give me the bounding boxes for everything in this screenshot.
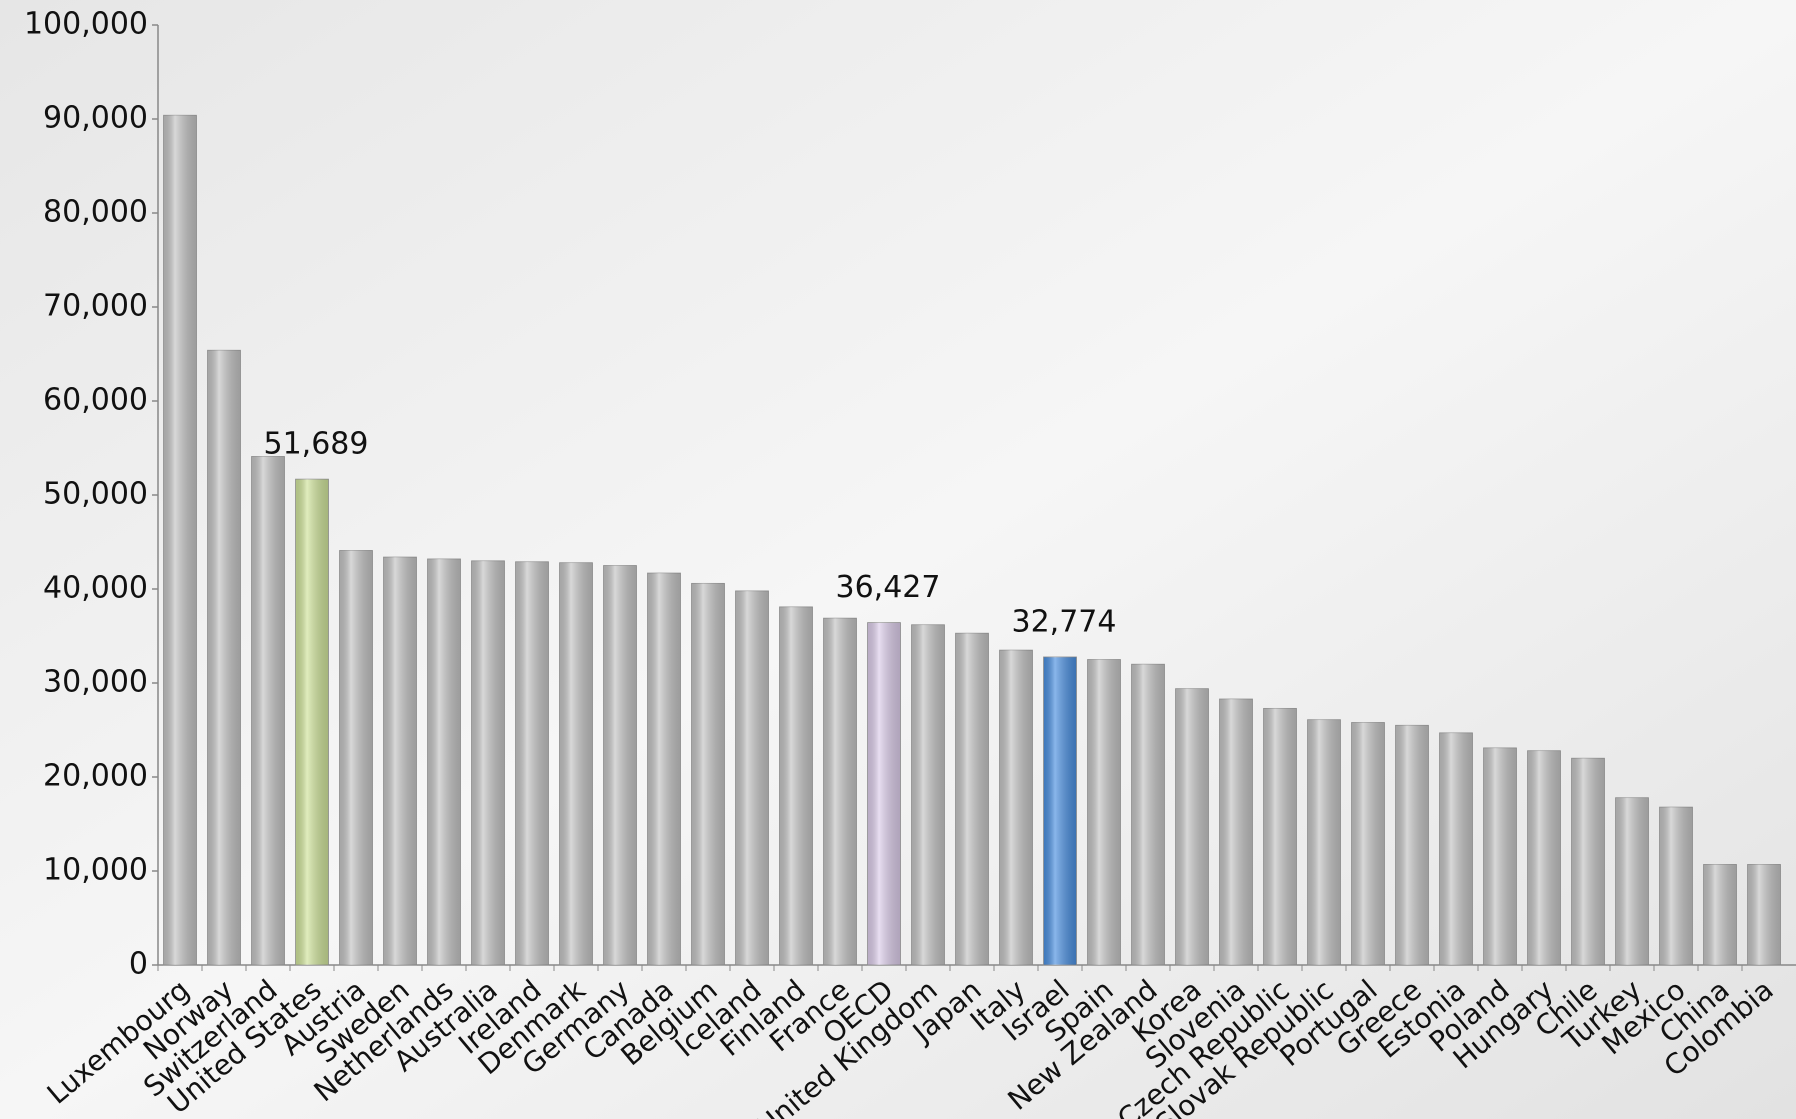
y-tick-label: 10,000: [43, 853, 148, 888]
value-label: 51,689: [264, 427, 369, 462]
bar: [428, 559, 461, 965]
bar: [1484, 748, 1517, 965]
bar: [1528, 751, 1561, 965]
bar: [252, 456, 285, 965]
bar: [604, 566, 637, 966]
bar: [1748, 864, 1781, 965]
bar: [780, 607, 813, 965]
bar: [384, 557, 417, 965]
bar: [1308, 720, 1341, 965]
y-tick-label: 90,000: [43, 101, 148, 136]
bar: [956, 633, 989, 965]
bar: [296, 479, 329, 965]
bar: [1572, 758, 1605, 965]
bar: [516, 562, 549, 965]
bar: [1220, 699, 1253, 965]
bar: [1044, 657, 1077, 965]
y-tick-label: 50,000: [43, 477, 148, 512]
bar: [1088, 660, 1121, 966]
bar: [208, 350, 241, 965]
bar: [164, 115, 197, 965]
y-tick-label: 30,000: [43, 665, 148, 700]
bar: [1132, 664, 1165, 965]
bar: [1264, 708, 1297, 965]
y-tick-label: 60,000: [43, 383, 148, 418]
bar: [824, 618, 857, 965]
bar: [1616, 798, 1649, 965]
bar: [340, 550, 373, 965]
bar: [1396, 725, 1429, 965]
y-tick-label: 100,000: [24, 7, 148, 42]
bar: [1704, 864, 1737, 965]
value-label: 36,427: [836, 570, 941, 605]
bar: [1440, 733, 1473, 965]
y-tick-label: 40,000: [43, 571, 148, 606]
chart: 0 10,000 20,000 30,000 40,000 50,000 60,000 70,…: [0, 0, 1796, 1119]
bar: [1352, 722, 1385, 965]
bar: [1660, 807, 1693, 965]
bar: [648, 573, 681, 965]
bar: [1000, 650, 1033, 965]
bar: [912, 625, 945, 965]
y-tick-label: 70,000: [43, 289, 148, 324]
value-label: 32,774: [1012, 604, 1117, 639]
bar: [736, 591, 769, 965]
y-tick-label: 20,000: [43, 759, 148, 794]
bar: [868, 623, 901, 965]
y-tick-label: 0: [129, 947, 148, 982]
y-tick-label: 80,000: [43, 195, 148, 230]
bar: [560, 563, 593, 965]
bar: [472, 561, 505, 965]
bar: [1176, 689, 1209, 965]
bar: [692, 583, 725, 965]
